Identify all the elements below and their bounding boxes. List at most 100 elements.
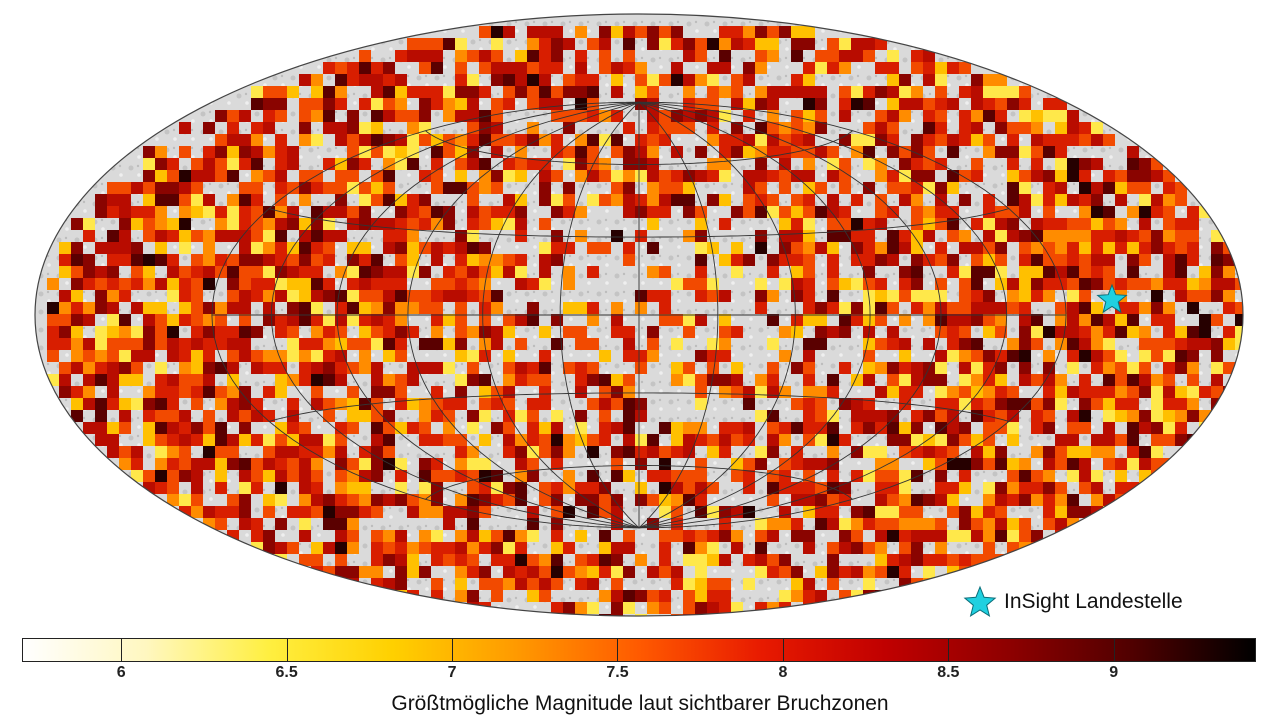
magnitude-cell [311,446,323,458]
magnitude-cell [935,74,947,86]
magnitude-cell [923,530,935,542]
magnitude-cell [971,398,983,410]
magnitude-cell [803,350,815,362]
magnitude-cell [671,194,683,206]
magnitude-cell [1055,314,1067,326]
magnitude-cell [767,446,779,458]
magnitude-cell [887,518,899,530]
magnitude-cell [971,314,983,326]
magnitude-cell [491,578,503,590]
magnitude-cell [935,446,947,458]
magnitude-cell [203,422,215,434]
magnitude-cell [671,146,683,158]
magnitude-cell [371,254,383,266]
magnitude-cell [119,218,131,230]
magnitude-cell [95,194,107,206]
magnitude-cell [623,434,635,446]
magnitude-cell [203,302,215,314]
magnitude-cell [1091,134,1103,146]
magnitude-cell [143,338,155,350]
magnitude-cell [851,254,863,266]
magnitude-cell [1139,194,1151,206]
magnitude-cell [479,542,491,554]
magnitude-cell [935,350,947,362]
magnitude-cell [587,86,599,98]
magnitude-cell [215,398,227,410]
magnitude-cell [983,494,995,506]
magnitude-cell [347,158,359,170]
magnitude-cell [887,362,899,374]
magnitude-cell [467,350,479,362]
magnitude-cell [1235,278,1243,290]
magnitude-cell [1127,458,1139,470]
magnitude-cell [755,278,767,290]
magnitude-cell [695,578,707,590]
magnitude-cell [515,554,527,566]
magnitude-cell [335,482,347,494]
magnitude-cell [347,518,359,530]
magnitude-cell [587,266,599,278]
magnitude-cell [383,266,395,278]
magnitude-cell [1163,338,1175,350]
magnitude-cell [59,386,71,398]
magnitude-cell [959,314,971,326]
magnitude-cell [251,98,263,110]
magnitude-cell [1187,374,1199,386]
magnitude-cell [1055,122,1067,134]
magnitude-cell [275,86,287,98]
insight-landing-star-icon [1096,283,1128,314]
magnitude-cell [191,158,203,170]
magnitude-cell [707,362,719,374]
magnitude-cell [371,314,383,326]
magnitude-cell [275,518,287,530]
magnitude-cell [335,518,347,530]
magnitude-cell [179,362,191,374]
magnitude-cell [1175,266,1187,278]
magnitude-cell [335,206,347,218]
magnitude-cell [887,374,899,386]
colorbar-tick-label: 6 [116,664,126,681]
magnitude-cell [479,290,491,302]
magnitude-cell [731,602,743,614]
magnitude-cell [959,110,971,122]
magnitude-cell [791,458,803,470]
magnitude-cell [599,542,611,554]
magnitude-cell [1019,530,1031,542]
magnitude-cell [335,494,347,506]
magnitude-cell [407,194,419,206]
magnitude-cell [1019,314,1031,326]
magnitude-cell [599,374,611,386]
magnitude-cell [1127,254,1139,266]
magnitude-cell [347,314,359,326]
magnitude-cell [239,494,251,506]
magnitude-cell [479,170,491,182]
magnitude-cell [371,542,383,554]
magnitude-cell [527,62,539,74]
magnitude-cell [899,530,911,542]
magnitude-cell [527,518,539,530]
magnitude-cell [1223,326,1235,338]
magnitude-cell [59,254,71,266]
magnitude-cell [719,554,731,566]
magnitude-cell [407,554,419,566]
magnitude-cell [767,566,779,578]
magnitude-cell [803,482,815,494]
magnitude-cell [923,182,935,194]
magnitude-cell [527,122,539,134]
magnitude-cell [251,350,263,362]
magnitude-cell [431,470,443,482]
magnitude-cell [335,98,347,110]
magnitude-cell [1103,446,1115,458]
magnitude-cell [251,530,263,542]
magnitude-cell [839,230,851,242]
magnitude-cell [611,194,623,206]
magnitude-cell [1007,398,1019,410]
magnitude-cell [1163,194,1175,206]
magnitude-cell [1091,254,1103,266]
magnitude-cell [1007,134,1019,146]
magnitude-cell [227,194,239,206]
magnitude-cell [407,590,419,602]
magnitude-cell [359,362,371,374]
magnitude-cell [599,530,611,542]
magnitude-cell [263,470,275,482]
